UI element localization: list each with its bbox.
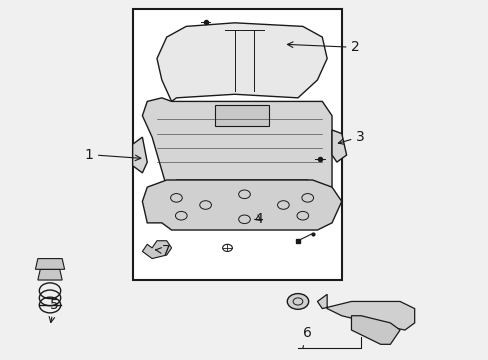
- Polygon shape: [317, 294, 414, 330]
- Polygon shape: [331, 130, 346, 162]
- Bar: [132, 9, 341, 280]
- Polygon shape: [142, 180, 341, 230]
- Polygon shape: [142, 98, 331, 187]
- Text: 5: 5: [49, 298, 59, 323]
- Polygon shape: [38, 269, 62, 280]
- Circle shape: [287, 294, 308, 309]
- Text: 4: 4: [254, 212, 263, 226]
- Polygon shape: [35, 258, 64, 269]
- Polygon shape: [351, 316, 399, 344]
- Polygon shape: [132, 137, 147, 173]
- Text: 7: 7: [155, 244, 170, 258]
- Polygon shape: [157, 23, 326, 102]
- Text: 2: 2: [287, 40, 360, 54]
- Text: 1: 1: [84, 148, 141, 162]
- Text: 6: 6: [302, 326, 311, 348]
- Polygon shape: [215, 105, 268, 126]
- Polygon shape: [142, 241, 171, 258]
- Text: 3: 3: [338, 130, 365, 144]
